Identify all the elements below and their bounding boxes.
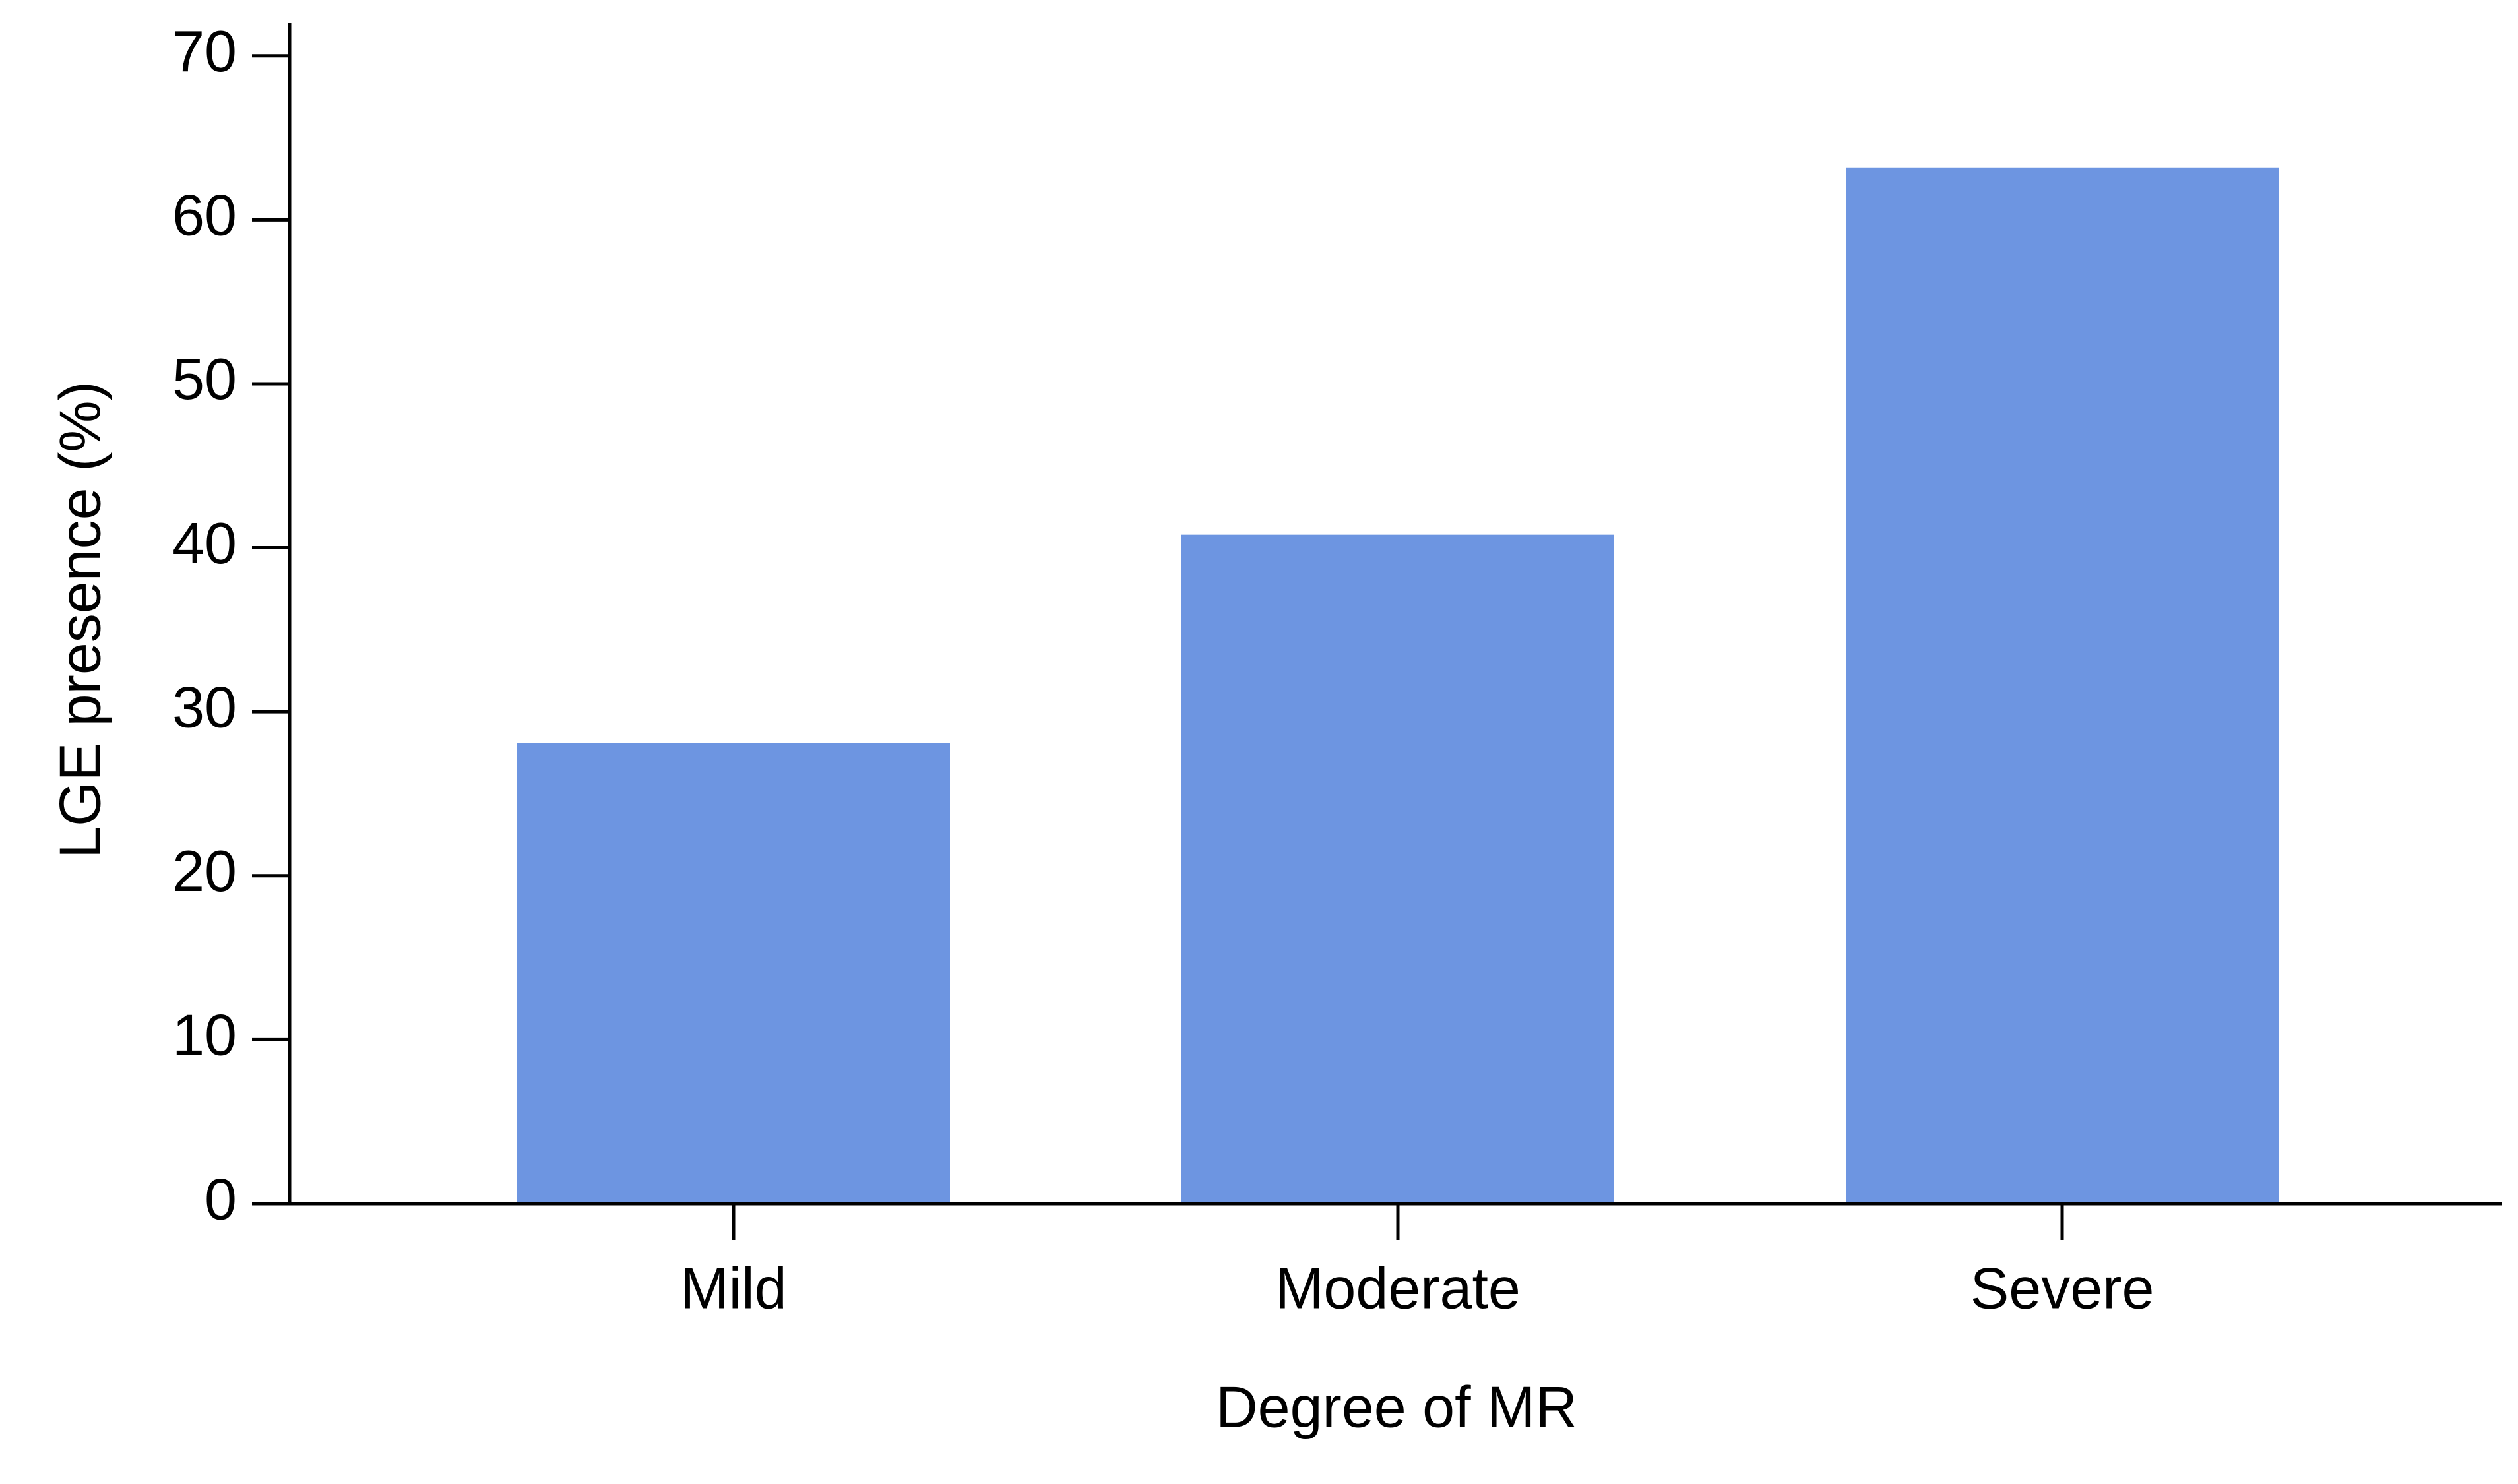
y-tick-label: 50 — [172, 346, 237, 412]
x-tick-label: Moderate — [1275, 1255, 1521, 1320]
x-tick-label: Mild — [680, 1255, 786, 1320]
bar — [1181, 534, 1614, 1204]
y-tick-label: 70 — [172, 18, 237, 84]
y-axis-label: LGE presence (%) — [47, 381, 112, 859]
x-axis-label: Degree of MR — [1216, 1374, 1577, 1439]
y-tick-label: 30 — [172, 674, 237, 739]
y-tick-label: 40 — [172, 510, 237, 576]
y-tick-label: 0 — [205, 1166, 237, 1231]
bar — [517, 743, 950, 1204]
bar — [1846, 167, 2279, 1204]
x-tick-label: Severe — [1970, 1255, 2155, 1320]
y-tick-label: 60 — [172, 183, 237, 248]
y-tick-label: 20 — [172, 838, 237, 904]
y-tick-label: 10 — [172, 1003, 237, 1068]
